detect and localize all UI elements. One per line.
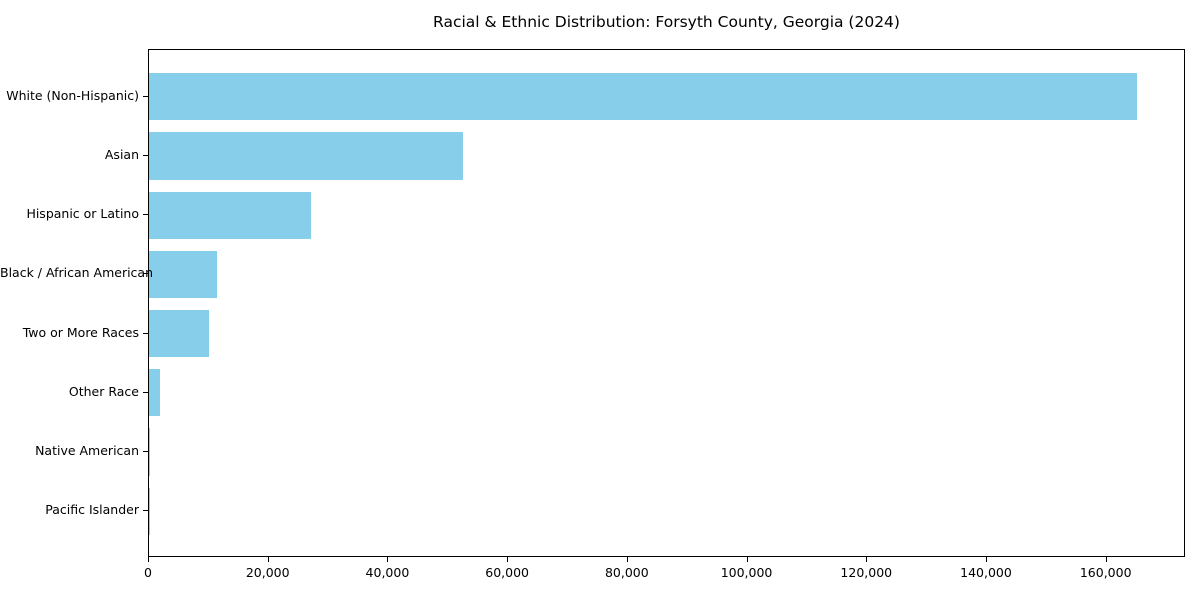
bar: [149, 250, 217, 299]
x-axis-tick-label: 40,000: [365, 565, 410, 580]
y-axis-tick: [143, 214, 148, 216]
x-axis-tick: [148, 557, 149, 562]
x-axis-tick: [626, 557, 628, 562]
x-axis-tick: [1105, 557, 1107, 562]
x-axis-tick-label: 140,000: [960, 565, 1012, 580]
x-axis-tick-label: 120,000: [840, 565, 893, 580]
x-axis-tick-label: 20,000: [245, 565, 290, 580]
y-axis-label: White (Non-Hispanic): [6, 87, 139, 103]
x-axis-tick-label: 0: [144, 565, 152, 580]
y-axis-tick: [143, 332, 148, 334]
y-axis-label: Two or More Races: [22, 324, 139, 340]
x-axis-tick: [387, 557, 389, 562]
y-axis-label: Pacific Islander: [45, 502, 139, 518]
bar: [149, 132, 464, 180]
bar: [149, 428, 150, 476]
chart-title: Racial & Ethnic Distribution: Forsyth Co…: [433, 13, 900, 31]
bar: [149, 369, 160, 417]
y-axis-label: Other Race: [68, 383, 139, 399]
y-axis-tick: [143, 95, 148, 97]
y-axis-label: Hispanic or Latino: [26, 206, 139, 222]
x-axis-tick: [267, 557, 269, 562]
x-axis-tick-label: 60,000: [485, 565, 529, 580]
y-axis-label: Asian: [104, 146, 139, 162]
plot-area: [148, 49, 1185, 557]
x-axis-tick-label: 160,000: [1079, 565, 1132, 580]
y-axis-label: Black / African American: [0, 265, 154, 281]
y-axis-tick: [143, 391, 148, 393]
x-axis-tick: [866, 557, 868, 562]
x-axis-tick: [985, 557, 987, 562]
y-axis-tick: [143, 510, 148, 512]
y-axis-tick: [143, 154, 148, 156]
x-axis-tick: [507, 557, 509, 562]
bar: [149, 73, 1137, 121]
y-axis-label: Native American: [35, 443, 139, 459]
x-axis-tick: [746, 557, 748, 562]
y-axis-tick: [143, 273, 148, 275]
x-axis-tick-label: 80,000: [604, 565, 649, 580]
x-axis-tick-label: 100,000: [720, 565, 773, 580]
bar: [149, 191, 311, 239]
bar: [149, 309, 209, 358]
y-axis-tick: [143, 451, 148, 453]
